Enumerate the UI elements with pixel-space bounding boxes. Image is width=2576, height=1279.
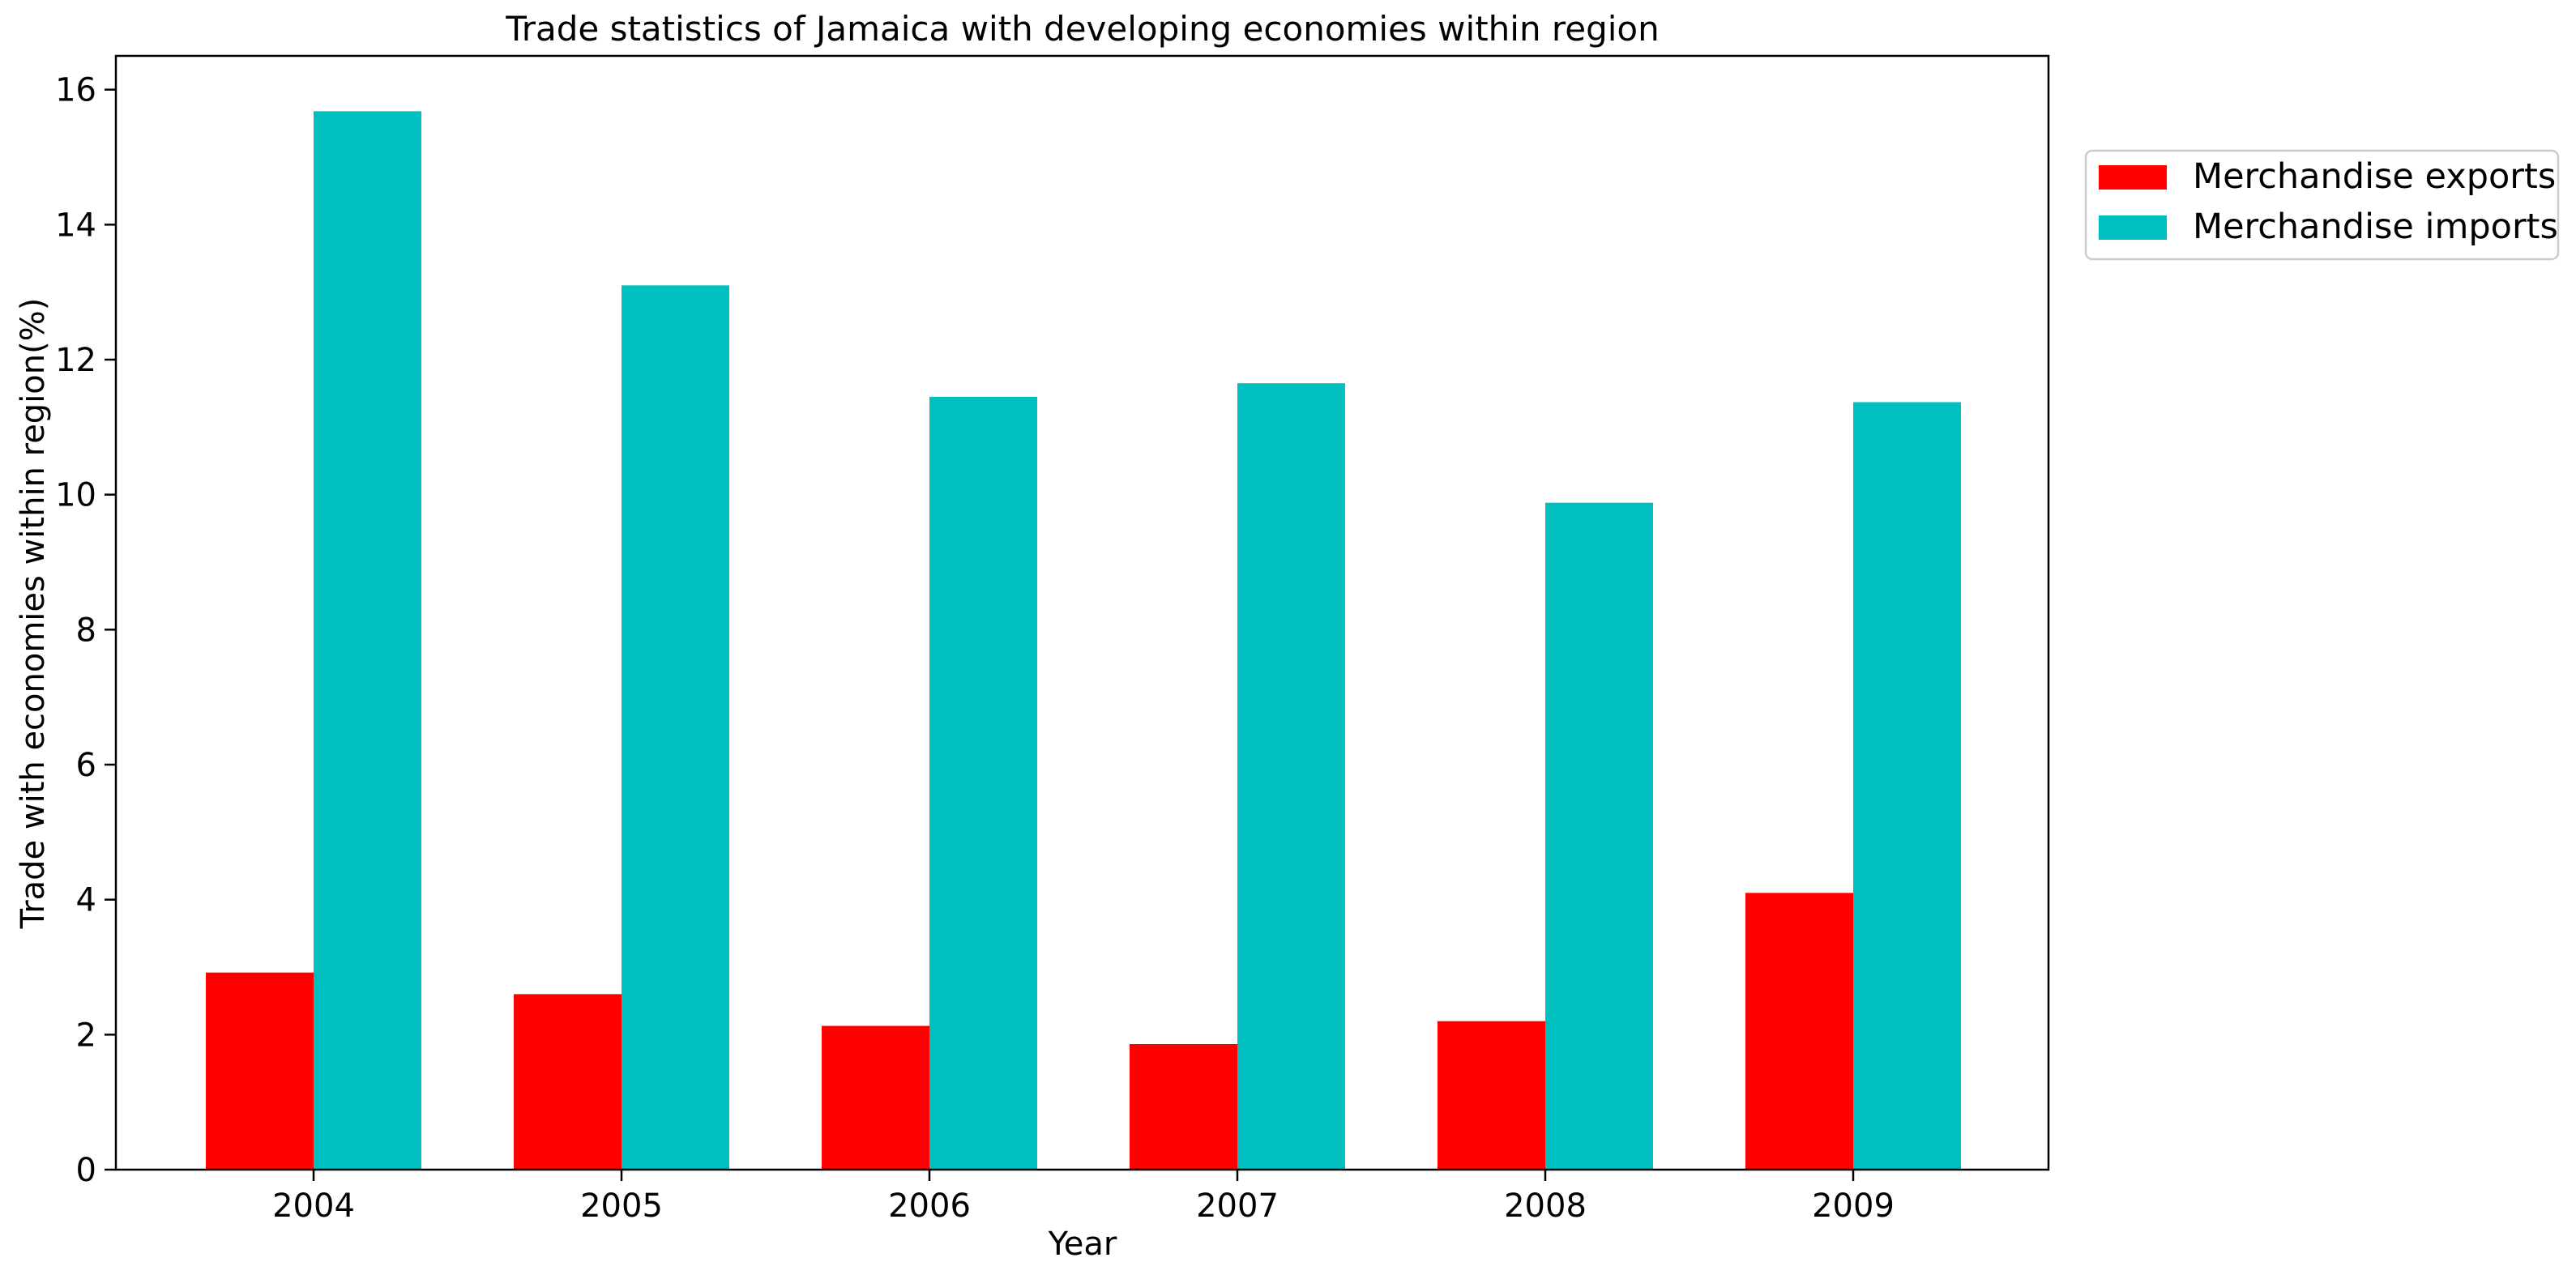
x-tick-label: 2006 — [888, 1187, 971, 1225]
imports-bar-2006 — [929, 396, 1037, 1170]
imports-bar-2009 — [1853, 402, 1961, 1170]
y-tick-label: 8 — [76, 612, 96, 649]
legend: Merchandise exports Merchandise imports — [2084, 149, 2560, 261]
legend-label: Merchandise exports — [2193, 156, 2556, 197]
x-axis: 2004 2005 2006 2007 2008 2009 — [272, 1170, 1895, 1225]
imports-bar-2008 — [1545, 502, 1653, 1170]
imports-bar-2005 — [622, 285, 729, 1170]
x-tick-label: 2008 — [1504, 1187, 1587, 1225]
y-tick-label: 12 — [55, 342, 96, 379]
imports-bar-2004 — [314, 111, 421, 1170]
x-tick-label: 2005 — [580, 1187, 663, 1225]
exports-bar-2008 — [1438, 1021, 1545, 1170]
y-axis-title: Trade with economies within region(%) — [15, 298, 52, 930]
y-tick-label: 2 — [76, 1017, 96, 1054]
bars-layer — [206, 111, 1961, 1170]
y-tick-label: 10 — [55, 477, 96, 514]
x-tick-label: 2007 — [1196, 1187, 1279, 1225]
x-tick-label: 2004 — [272, 1187, 355, 1225]
exports-bar-2005 — [514, 994, 622, 1170]
legend-box — [2084, 149, 2560, 261]
legend-label: Merchandise imports — [2193, 207, 2558, 247]
legend-swatch — [2099, 215, 2167, 240]
imports-bar-2007 — [1237, 383, 1345, 1170]
exports-bar-2007 — [1130, 1044, 1237, 1170]
plot-area-frame — [114, 54, 2050, 1171]
y-tick-label: 14 — [55, 207, 96, 244]
y-tick-label: 6 — [76, 747, 96, 784]
y-tick-label: 4 — [76, 882, 96, 919]
legend-swatch — [2099, 165, 2167, 190]
x-axis-title: Year — [1048, 1226, 1117, 1263]
y-axis: 0 2 4 6 8 10 12 14 16 — [55, 72, 116, 1189]
exports-bar-2004 — [206, 972, 314, 1170]
exports-bar-2006 — [822, 1025, 929, 1170]
exports-bar-2009 — [1745, 893, 1853, 1170]
x-tick-label: 2009 — [1812, 1187, 1895, 1225]
y-tick-label: 0 — [76, 1152, 96, 1189]
chart-title: Trade statistics of Jamaica with develop… — [505, 9, 1660, 49]
y-tick-label: 16 — [55, 72, 96, 109]
